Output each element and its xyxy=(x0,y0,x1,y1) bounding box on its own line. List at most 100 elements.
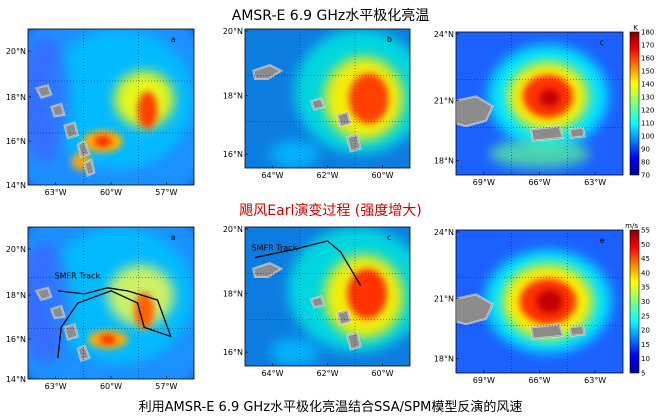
land-outline xyxy=(456,95,495,128)
x-tick-label: 60°W xyxy=(100,382,122,391)
land-outline xyxy=(568,324,586,337)
heatmap-blob xyxy=(94,135,111,147)
x-tick-label: 66°W xyxy=(528,376,550,385)
land-outline xyxy=(63,121,80,140)
heatmap-field xyxy=(456,32,623,175)
y-tick-label: 18°N xyxy=(434,157,454,166)
x-tick-label: 69°W xyxy=(473,376,495,385)
land-outline xyxy=(252,64,284,81)
map-panel-2: b 64°W 62°W 60°W 20°N 18°N 16°N xyxy=(223,27,411,180)
map-panel-5: SMFR Track c 64°W 62°W 60°W 20°N 18°N 16°N xyxy=(223,225,411,378)
colorbar-tick-label: 80 xyxy=(641,159,650,167)
colorbar-tick-label: 5 xyxy=(641,370,645,378)
colorbar-tick-label: 130 xyxy=(641,94,654,102)
colorbar-tick-label: 20 xyxy=(641,327,650,335)
land-outline xyxy=(456,293,495,326)
y-tick-label: 18°N xyxy=(223,92,243,101)
x-tick-label: 62°W xyxy=(316,369,338,378)
y-tick-label: 21°N xyxy=(434,295,454,304)
colorbar-tick-label: 100 xyxy=(641,133,654,141)
track-label: SMFR Track xyxy=(252,244,298,253)
x-tick-label: 63°W xyxy=(45,382,67,391)
title-bottom: 利用AMSR-E 6.9 GHz水平极化亮温结合SSA/SPM模型反演的风速 xyxy=(138,400,523,415)
y-tick-label: 20°N xyxy=(223,27,243,36)
title-top: AMSR-E 6.9 GHz水平极化亮温 xyxy=(231,8,430,24)
colorbar-tick-label: 15 xyxy=(641,341,650,349)
land-outline xyxy=(346,331,362,351)
x-tick-label: 63°W xyxy=(584,178,606,187)
land-outline xyxy=(346,133,362,153)
smfr-track-line xyxy=(57,287,172,358)
panel-label: b xyxy=(387,35,392,44)
title-middle: 飓风Earl演变过程 (强度增大) xyxy=(239,203,422,219)
heatmap-blob xyxy=(137,91,158,129)
y-tick-label: 18°N xyxy=(223,290,243,299)
panel-label: a xyxy=(171,233,176,242)
land-outline xyxy=(34,83,53,99)
colorbar-tick-label: 90 xyxy=(641,146,650,154)
map-panel-1: a 63°W 60°W 57°W 20°N 18°N 16°N 14°N xyxy=(6,28,195,197)
land-outline xyxy=(76,139,91,159)
land-outline xyxy=(530,323,565,340)
land-outline xyxy=(336,111,352,128)
heatmap-blob xyxy=(134,292,155,329)
y-tick-label: 16°N xyxy=(223,348,243,357)
y-tick-label: 24°N xyxy=(434,30,454,39)
x-tick-label: 64°W xyxy=(261,369,283,378)
x-tick-label: 60°W xyxy=(100,188,122,197)
heatmap-blob xyxy=(536,290,563,313)
panel-label: c xyxy=(387,233,391,242)
x-tick-label: 63°W xyxy=(45,188,67,197)
land-outline xyxy=(530,125,565,142)
y-tick-label: 16°N xyxy=(223,150,243,159)
colorbar-tick-label: 170 xyxy=(641,42,654,50)
land-outline xyxy=(252,262,284,279)
land-outline xyxy=(76,344,91,363)
x-tick-label: 60°W xyxy=(371,171,393,180)
panel-label: e xyxy=(600,236,605,245)
heatmap-field xyxy=(245,227,410,366)
heatmap-blob xyxy=(28,36,70,162)
heatmap-blob xyxy=(539,89,560,107)
colorbar-tick-label: 10 xyxy=(641,355,650,363)
y-tick-label: 14°N xyxy=(6,375,26,384)
x-tick-label: 62°W xyxy=(316,171,338,180)
heatmap-blob xyxy=(348,73,389,124)
y-tick-label: 14°N xyxy=(6,181,26,190)
x-tick-label: 64°W xyxy=(261,171,283,180)
x-tick-label: 60°W xyxy=(371,369,393,378)
x-tick-label: 57°W xyxy=(155,188,177,197)
colorbar-tick-label: 70 xyxy=(641,172,650,180)
land-outline xyxy=(49,304,66,320)
colorbar-tick-label: 35 xyxy=(641,284,650,292)
y-tick-label: 24°N xyxy=(434,228,454,237)
colorbar-tick-label: 140 xyxy=(641,81,654,89)
y-tick-label: 21°N xyxy=(434,97,454,106)
colorbar-tick-label: 160 xyxy=(641,55,654,63)
panel-label: c xyxy=(600,38,604,47)
heatmap-blob xyxy=(489,139,590,168)
colorbar-unit: m/s xyxy=(625,222,638,230)
heatmap-field xyxy=(28,29,194,185)
y-tick-label: 18°N xyxy=(434,355,454,364)
land-outline xyxy=(568,126,586,139)
heatmap-blob xyxy=(269,338,320,366)
x-tick-label: 63°W xyxy=(584,376,606,385)
heatmap-field xyxy=(245,29,410,168)
heatmap-blob xyxy=(347,268,387,319)
y-tick-label: 20°N xyxy=(6,47,26,56)
colorbar-tick-label: 25 xyxy=(641,312,650,320)
land-outline xyxy=(336,309,352,326)
colorbar-tick-label: 150 xyxy=(641,68,654,76)
land-outline xyxy=(83,158,96,178)
colorbar xyxy=(629,229,640,374)
colorbar-tick-label: 110 xyxy=(641,120,654,128)
colorbar-unit: K xyxy=(633,24,638,32)
colorbar-tick-label: 180 xyxy=(641,29,654,37)
y-tick-label: 18°N xyxy=(6,93,26,102)
colorbar-tick-label: 120 xyxy=(641,107,654,115)
land-outline xyxy=(63,323,80,341)
land-outline xyxy=(49,102,66,118)
